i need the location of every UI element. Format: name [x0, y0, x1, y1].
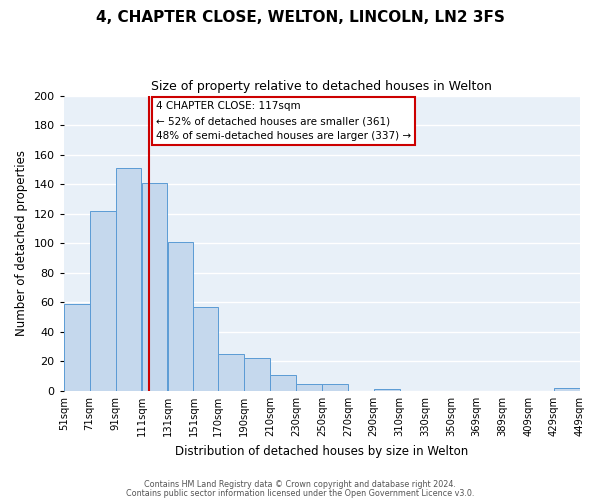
Text: Contains HM Land Registry data © Crown copyright and database right 2024.: Contains HM Land Registry data © Crown c… — [144, 480, 456, 489]
Bar — [193, 306, 218, 391]
Bar — [167, 242, 193, 391]
Bar — [64, 304, 89, 391]
Text: 4 CHAPTER CLOSE: 117sqm
← 52% of detached houses are smaller (361)
48% of semi-d: 4 CHAPTER CLOSE: 117sqm ← 52% of detache… — [156, 102, 411, 141]
Title: Size of property relative to detached houses in Welton: Size of property relative to detached ho… — [151, 80, 492, 93]
Bar — [90, 211, 116, 391]
Bar — [116, 168, 142, 391]
Text: Contains public sector information licensed under the Open Government Licence v3: Contains public sector information licen… — [126, 489, 474, 498]
Text: 4, CHAPTER CLOSE, WELTON, LINCOLN, LN2 3FS: 4, CHAPTER CLOSE, WELTON, LINCOLN, LN2 3… — [95, 10, 505, 25]
Bar — [374, 390, 400, 391]
Bar — [322, 384, 348, 391]
Bar — [554, 388, 580, 391]
Bar — [142, 182, 167, 391]
Bar — [296, 384, 322, 391]
Y-axis label: Number of detached properties: Number of detached properties — [15, 150, 28, 336]
Bar — [244, 358, 270, 391]
Bar — [270, 374, 296, 391]
X-axis label: Distribution of detached houses by size in Welton: Distribution of detached houses by size … — [175, 444, 469, 458]
Bar — [218, 354, 244, 391]
